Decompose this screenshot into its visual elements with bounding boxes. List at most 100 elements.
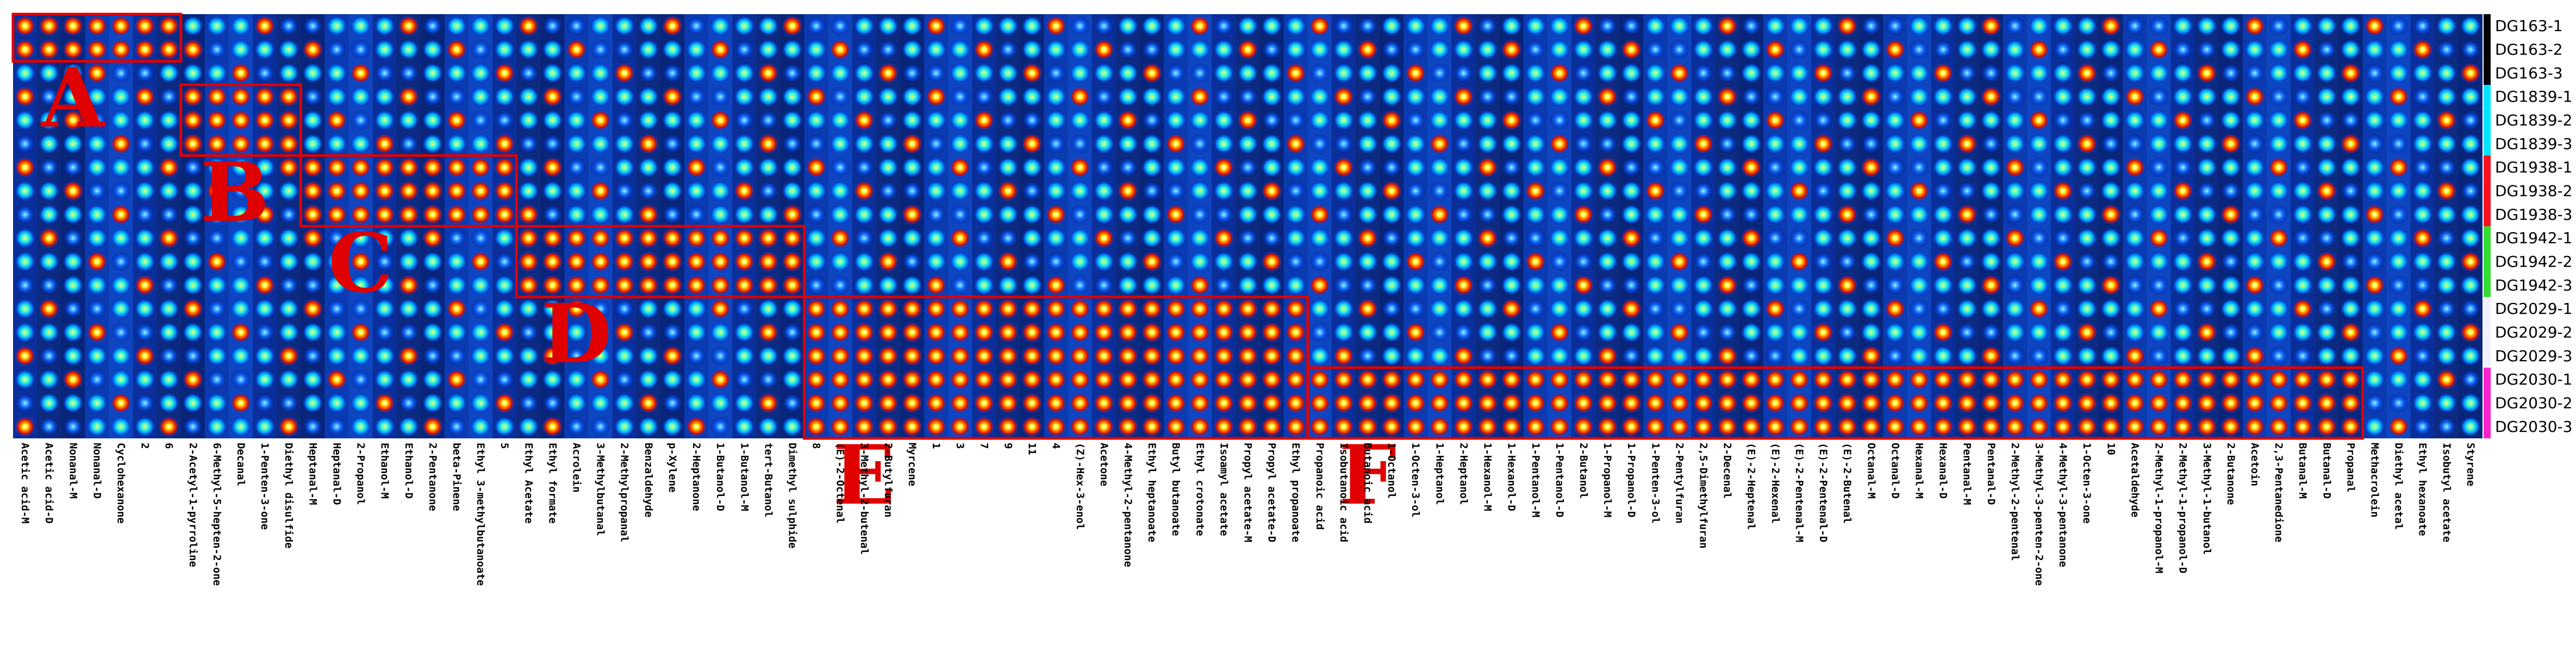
heatmap-cell <box>1549 180 1570 202</box>
heatmap-cell <box>1932 180 1954 202</box>
heatmap-cell <box>350 109 371 131</box>
heatmap-cell <box>1261 369 1283 390</box>
heatmap-cell <box>1836 63 1858 84</box>
row-label: DG163-1 <box>2495 17 2563 35</box>
heatmap-cell <box>1237 15 1258 36</box>
heatmap-cell <box>1357 157 1379 178</box>
heatmap-cell <box>38 109 60 131</box>
heatmap-cell <box>2364 321 2385 343</box>
heatmap-cell <box>566 39 587 60</box>
heatmap-cell <box>14 39 36 60</box>
heatmap-cell <box>2388 204 2410 225</box>
heatmap-cell <box>2172 298 2194 319</box>
heatmap-cell <box>2124 15 2145 36</box>
heatmap-cell <box>2052 275 2074 296</box>
heatmap-cell <box>1549 63 1570 84</box>
heatmap-cell <box>782 15 803 36</box>
heatmap-cell <box>685 109 707 131</box>
heatmap-cell <box>1477 157 1498 178</box>
heatmap-cell <box>806 157 827 178</box>
heatmap-cell <box>1237 369 1258 390</box>
heatmap-cell <box>1836 251 1858 272</box>
heatmap-cell <box>782 416 803 437</box>
heatmap-cell <box>1453 392 1474 414</box>
heatmap-cell <box>662 63 683 84</box>
heatmap-cell <box>1333 345 1355 367</box>
row-label: DG2029-2 <box>2495 324 2572 342</box>
heatmap-cell <box>2124 416 2145 437</box>
heatmap-cell <box>206 204 228 225</box>
heatmap-cell <box>110 109 132 131</box>
heatmap-cell <box>2244 39 2266 60</box>
heatmap-cell <box>2148 63 2169 84</box>
heatmap-cell <box>2196 392 2218 414</box>
heatmap-cell <box>1620 345 1642 367</box>
heatmap-cell <box>1620 251 1642 272</box>
heatmap-cell <box>997 392 1019 414</box>
heatmap-cell <box>2028 204 2050 225</box>
heatmap-cell <box>1501 15 1523 36</box>
heatmap-cell <box>2388 345 2410 367</box>
heatmap-cell <box>1836 39 1858 60</box>
heatmap-cell <box>662 133 683 154</box>
heatmap-cell <box>925 321 947 343</box>
heatmap-cell <box>517 133 539 154</box>
heatmap-cell <box>1980 416 2002 437</box>
heatmap-cell <box>1405 345 1426 367</box>
heatmap-cell <box>1237 133 1258 154</box>
row-label: DG1839-2 <box>2495 111 2572 129</box>
heatmap-cell <box>1069 204 1091 225</box>
heatmap-cell <box>1453 157 1474 178</box>
heatmap-cell <box>182 392 204 414</box>
heatmap-cell <box>302 86 323 107</box>
heatmap-cell <box>1788 133 1810 154</box>
heatmap-cell <box>1045 157 1067 178</box>
heatmap-cell <box>1429 345 1450 367</box>
heatmap-cell <box>1932 392 1954 414</box>
heatmap-cell <box>1525 298 1546 319</box>
heatmap-cell <box>1693 86 1714 107</box>
heatmap-cell <box>1620 275 1642 296</box>
heatmap-cell <box>1069 109 1091 131</box>
heatmap-cell <box>1021 204 1043 225</box>
heatmap-cell <box>2124 321 2145 343</box>
heatmap-cell <box>2412 251 2434 272</box>
heatmap-cell <box>1381 180 1402 202</box>
heatmap-cell <box>1141 86 1163 107</box>
heatmap-cell <box>86 298 108 319</box>
column-band <box>972 14 996 438</box>
heatmap-cell <box>1573 157 1594 178</box>
heatmap-cell <box>2388 227 2410 249</box>
heatmap-cell <box>1596 15 1618 36</box>
heatmap-cell <box>398 63 420 84</box>
heatmap-cell <box>2172 133 2194 154</box>
heatmap-cell <box>1429 275 1450 296</box>
heatmap-cell <box>470 86 491 107</box>
heatmap-cell <box>110 321 132 343</box>
heatmap-cell <box>1525 251 1546 272</box>
heatmap-cell <box>2076 298 2098 319</box>
heatmap-cell <box>2316 227 2337 249</box>
heatmap-cell <box>374 39 396 60</box>
heatmap-cell <box>1189 321 1211 343</box>
heatmap-cell <box>1261 275 1283 296</box>
heatmap-cell <box>1117 63 1139 84</box>
heatmap-cell <box>973 109 995 131</box>
heatmap-cell <box>1189 39 1211 60</box>
heatmap-cell <box>1405 63 1426 84</box>
heatmap-cell <box>62 86 84 107</box>
heatmap-cell <box>757 63 779 84</box>
heatmap-cell <box>1429 157 1450 178</box>
heatmap-cell <box>494 39 515 60</box>
column-label: Pentanal-D <box>1985 443 1997 505</box>
column-label: Diethyl disulfide <box>283 443 295 548</box>
heatmap-cell <box>1812 63 1834 84</box>
heatmap-cell <box>326 321 347 343</box>
column-band <box>828 14 852 438</box>
heatmap-cell <box>662 298 683 319</box>
heatmap-cell <box>1357 227 1379 249</box>
heatmap-cell <box>326 416 347 437</box>
heatmap-cell <box>2124 369 2145 390</box>
heatmap-cell <box>2268 345 2290 367</box>
heatmap-cell <box>709 39 731 60</box>
